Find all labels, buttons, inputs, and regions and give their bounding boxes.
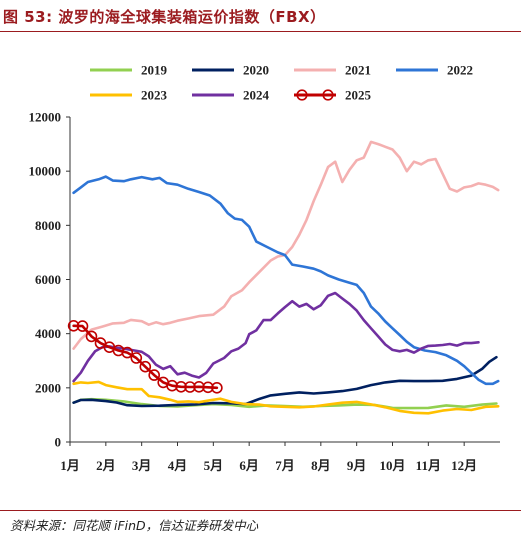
series-point-2025 — [139, 360, 152, 373]
x-tick-label: 8月 — [311, 458, 331, 473]
series-line-2024 — [72, 291, 480, 383]
x-tick-label: 1月 — [60, 458, 80, 473]
series-point-2025 — [121, 346, 134, 359]
series-point-2025 — [184, 381, 196, 393]
legend-label-2022: 2022 — [447, 63, 473, 78]
figure-title: 图 53: 波罗的海全球集装箱运价指数（FBX） — [3, 8, 326, 26]
x-tick-label: 5月 — [204, 458, 224, 473]
series-line-2025 — [72, 324, 219, 390]
x-tick-label: 11月 — [416, 458, 441, 473]
series-point-2025 — [193, 380, 205, 393]
legend-label-2019: 2019 — [141, 63, 168, 78]
x-tick-label: 10月 — [379, 458, 405, 473]
x-tick-label: 9月 — [347, 458, 367, 473]
series-line-2023 — [72, 380, 500, 415]
footer-divider — [0, 510, 521, 511]
legend-marker-2025 — [322, 89, 334, 101]
title-divider — [0, 31, 521, 32]
y-tick-label: 8000 — [35, 218, 61, 233]
series-point-2025 — [166, 379, 178, 392]
legend-label-2020: 2020 — [243, 63, 269, 78]
series-point-2025 — [211, 381, 223, 394]
fbx-line-chart: 2019 2020 2021 2022 2023 2024 2025 0 2000 4000 60… — [29, 63, 500, 473]
x-tick-label: 3月 — [132, 458, 152, 473]
legend-marker-2025 — [296, 89, 308, 101]
series-point-2025 — [130, 352, 143, 364]
legend-label-2025: 2025 — [345, 88, 372, 103]
x-tick-label: 6月 — [239, 458, 259, 473]
chart-legend: 2019 2020 2021 2022 2023 2024 2025 — [90, 63, 473, 103]
y-tick-label: 10000 — [29, 164, 62, 179]
x-tick-label: 12月 — [451, 458, 477, 473]
legend-label-2023: 2023 — [141, 88, 168, 103]
series-point-2025 — [85, 330, 98, 343]
y-tick-label: 4000 — [35, 326, 61, 341]
series-line-2022 — [72, 175, 500, 386]
series-point-2025 — [175, 380, 187, 393]
series-point-2025 — [202, 381, 214, 394]
series-line-2020 — [72, 355, 498, 408]
chart-series — [67, 140, 500, 415]
y-tick-label: 12000 — [29, 110, 62, 125]
series-point-2025 — [148, 369, 160, 381]
x-tick-label: 4月 — [168, 458, 188, 473]
y-tick-label: 2000 — [35, 380, 61, 395]
source-note: 资料来源：同花顺 iFinD，信达证券研发中心 — [10, 518, 259, 533]
chart-axes: 0 2000 4000 6000 8000 10000 12000 1月 2月 3月 4月 5月 6月 7… — [29, 110, 500, 473]
x-tick-label: 2月 — [96, 458, 116, 473]
x-tick-label: 7月 — [275, 458, 295, 473]
series-point-2025 — [76, 320, 89, 332]
legend-label-2021: 2021 — [345, 63, 371, 78]
series-point-2025 — [67, 319, 80, 332]
y-tick-label: 6000 — [35, 272, 61, 287]
legend-label-2024: 2024 — [243, 88, 270, 103]
y-tick-label: 0 — [55, 435, 62, 450]
series-line-2021 — [72, 140, 500, 350]
